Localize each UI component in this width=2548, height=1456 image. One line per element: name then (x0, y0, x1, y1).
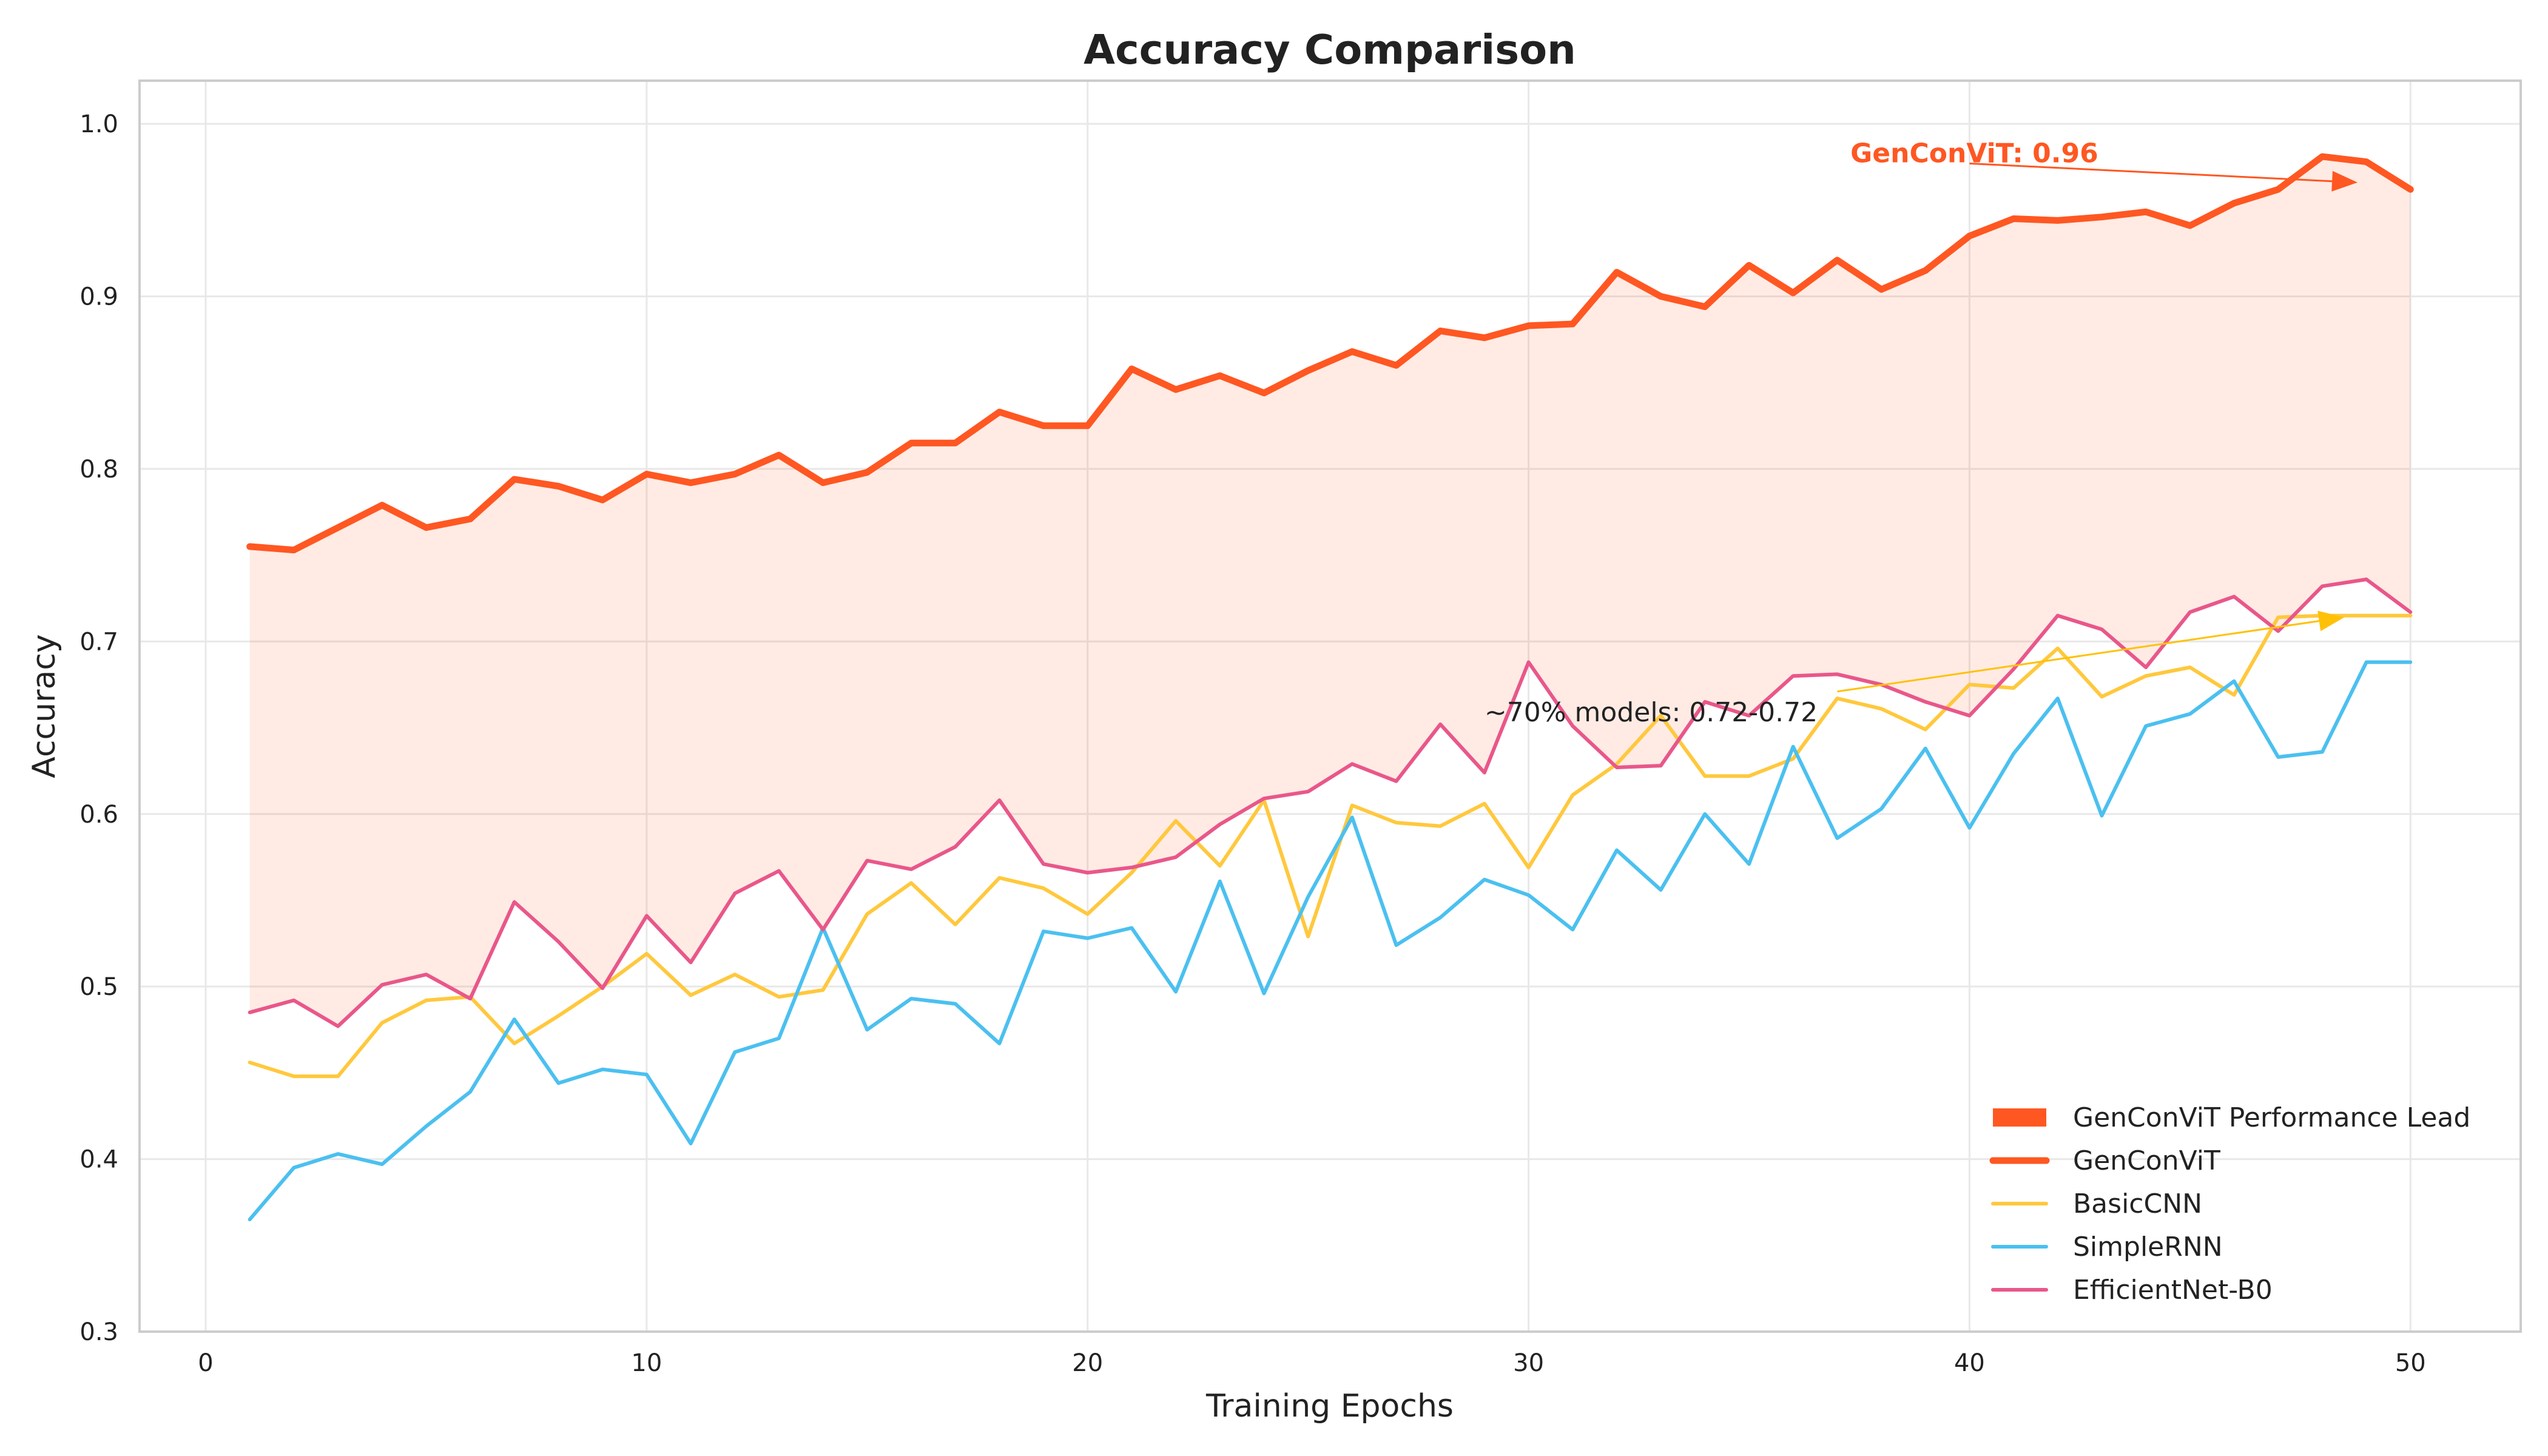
series-line-simplernn (248, 660, 2413, 1222)
legend: GenConViT Performance Lead GenConViT Basic… (1989, 1102, 2470, 1306)
y-tick-label: 1.0 (79, 110, 118, 138)
performance-lead-area (249, 157, 2411, 1026)
y-tick-label: 0.7 (79, 628, 118, 656)
chart-title: Accuracy Comparison (1084, 26, 1576, 73)
legend-label-efficientnet-b0: EfficientNet-B0 (2073, 1275, 2273, 1306)
y-axis-label: Accuracy (26, 634, 62, 778)
x-tick-label: 50 (2395, 1349, 2426, 1377)
legend-label-genconvit-performance-lead: GenConViT Performance Lead (2073, 1102, 2470, 1133)
y-tick-label: 0.3 (79, 1318, 118, 1346)
series-line-basiccnn (248, 613, 2413, 1079)
x-tick-label: 10 (631, 1349, 662, 1377)
x-tick-labels: 0 10 20 30 40 50 (198, 1349, 2425, 1377)
series-lines (246, 153, 2414, 1222)
annotation-text: GenConViT: 0.96 (1850, 138, 2098, 169)
annotation-arrow (1837, 620, 2319, 693)
series-line-efficientnet-b0 (248, 578, 2413, 1028)
y-tick-label: 0.6 (79, 801, 118, 829)
annotation-arrowhead (2317, 610, 2345, 632)
performance-lead-fill (249, 157, 2411, 1026)
annotation-arrow (1969, 163, 2333, 183)
legend-label-simplernn: SimpleRNN (2073, 1232, 2223, 1262)
plot-background (140, 81, 2521, 1332)
legend-label-basiccnn: BasicCNN (2073, 1188, 2202, 1219)
x-tick-label: 20 (1072, 1349, 1103, 1377)
annotation-arrowhead (2331, 170, 2358, 192)
y-tick-label: 0.8 (79, 456, 118, 484)
y-tick-label: 0.5 (79, 973, 118, 1001)
y-tick-label: 0.4 (79, 1146, 118, 1174)
series-line-genconvit (246, 153, 2414, 554)
legend-swatch-genconvit-performance-lead (1993, 1108, 2046, 1127)
x-tick-label: 0 (198, 1349, 213, 1377)
x-tick-label: 40 (1954, 1349, 1985, 1377)
legend-label-genconvit: GenConViT (2073, 1145, 2220, 1176)
grid-lines (140, 81, 2521, 1333)
y-tick-label: 0.9 (79, 283, 118, 311)
x-tick-label: 30 (1513, 1349, 1544, 1377)
annotations: GenConViT: 0.96 ~70% models: 0.72-0.72 (1485, 138, 2358, 728)
plot-frame (138, 79, 2522, 1333)
y-tick-labels: 0.3 0.4 0.5 0.6 0.7 0.8 0.9 1.0 (79, 110, 118, 1346)
annotation-text: ~70% models: 0.72-0.72 (1485, 697, 1818, 728)
x-axis-label: Training Epochs (1205, 1388, 1454, 1424)
